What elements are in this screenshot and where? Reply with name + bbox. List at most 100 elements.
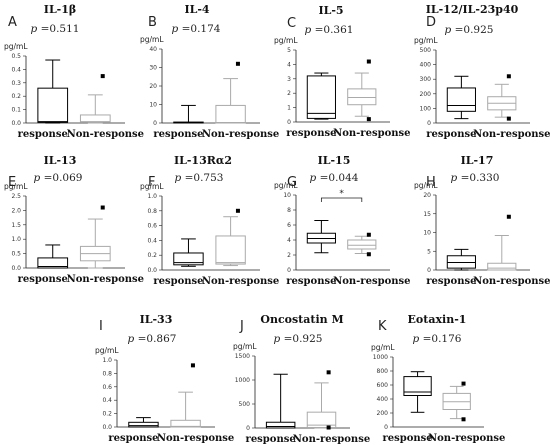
box-response [403,371,432,413]
y-tick-label: 500 [239,401,251,408]
y-tick-label: 0.5 [11,53,21,60]
y-tick-label: 1000 [235,377,250,384]
y-tick-label: 0.0 [102,424,112,431]
outlier-point [326,425,331,430]
y-tick-label: 0 [246,425,250,432]
outlier-point [506,74,511,79]
x-category-label: Non-response [202,276,279,287]
box-non-response [487,74,517,121]
panel-j: J Oncostatin M p =0.925 pg/mL 0 500 1000 1500 re… [233,313,370,445]
box-response [446,75,476,120]
box-response [173,238,204,267]
panel-letter: G [287,175,297,190]
box-non-response [347,232,377,257]
y-unit-label: pg/mL [274,36,298,45]
y-tick-label: 2.5 [11,193,21,200]
box-iqr [347,239,377,250]
panel-i: I IL-33 p =0.867 pg/mL 0.0 0.2 0.4 0.6 0.8 1.0 res… [95,313,234,444]
panel-k: K Eotaxin-1 p =0.176 pg/mL 0 200 400 600 800 1000… [371,313,505,444]
panel-letter: J [239,319,244,334]
box-non-response [347,59,377,122]
y-tick-label: 100 [420,105,432,112]
box-iqr [170,419,201,428]
x-category-label: response [246,434,296,445]
y-tick-label: 5 [287,47,291,54]
p-value: p =0.925 [445,24,494,36]
y-tick-label: 0.2 [147,252,157,259]
panel-letter: D [426,15,436,30]
y-unit-label: pg/mL [95,346,119,355]
y-tick-label: 1000 [373,354,388,361]
y-tick-label: 0.4 [11,66,21,73]
panel-b: B IL-4 p =0.174 pg/mL 0 10 20 30 40 responseNon-r… [140,3,279,140]
panel-letter: K [378,319,387,334]
y-tick-label: 0.0 [11,120,21,127]
box-non-response [215,61,246,124]
box-non-response [215,208,246,267]
y-unit-label: pg/mL [140,35,164,44]
x-category-label: Non-response [67,129,144,140]
x-category-label: response [286,276,336,287]
box-iqr [79,114,111,123]
y-tick-label: 200 [377,410,389,417]
panel-letter: B [148,15,157,30]
y-unit-label: pg/mL [4,182,28,191]
box-response [37,59,69,124]
y-tick-label: 0.4 [102,397,112,404]
x-category-label: response [108,433,158,444]
x-category-label: response [18,129,68,140]
x-category-label: response [286,128,336,139]
y-tick-label: 0.1 [11,107,21,114]
y-tick-label: 1.5 [11,222,21,229]
y-tick-label: 1500 [235,353,250,360]
p-value: p =0.925 [274,333,323,345]
p-value: p =0.511 [31,23,80,35]
panel-c: C IL-5 p =0.361 pg/mL 0 1 2 3 4 5 responseNon-resp… [274,4,411,139]
outlier-point [326,370,331,375]
p-value: p =0.330 [451,172,500,184]
y-tick-label: 1 [287,105,291,112]
x-category-label: Non-response [333,128,410,139]
x-category-label: Non-response [202,129,279,140]
panel-d: DIL-12/IL-23p40 p =0.925 pg/mL 0 100 200 300 40… [414,3,550,140]
y-tick-label: 0.0 [11,265,21,272]
box-iqr [306,411,337,429]
panel-title: IL-4 [184,3,209,16]
outlier-point [190,363,195,368]
outlier-point [506,116,511,121]
outlier-point [235,208,240,213]
x-category-label: response [426,129,476,140]
y-tick-label: 0.3 [11,80,21,87]
box-iqr [446,255,476,269]
y-tick-label: 0.6 [147,223,157,230]
p-value: p =0.176 [413,333,462,345]
y-tick-label: 2 [287,90,291,97]
panel-title: IL-15 [318,154,351,167]
x-category-label: Non-response [473,129,550,140]
box-non-response [79,205,111,269]
y-tick-label: 0 [287,119,291,126]
y-tick-label: 0.5 [11,251,21,258]
panel-letter: E [8,175,16,190]
panel-title: IL-17 [461,154,494,167]
y-tick-label: 0.8 [102,370,112,377]
box-iqr [446,87,476,112]
y-tick-label: 0.8 [147,208,157,215]
panel-title: IL-1β [44,3,76,16]
outlier-point [100,74,105,79]
box-non-response [306,370,337,430]
x-category-label: Non-response [67,274,144,285]
y-tick-label: 20 [423,192,431,199]
y-tick-label: 200 [420,91,432,98]
y-tick-label: 4 [287,237,291,244]
p-value: p =0.044 [310,172,359,184]
box-response [128,417,159,428]
y-tick-label: 20 [149,83,157,90]
x-category-label: response [153,129,203,140]
box-response [173,104,204,124]
x-category-label: response [426,276,476,287]
panel-title: Eotaxin-1 [408,313,467,326]
y-tick-label: 400 [377,396,389,403]
y-tick-label: 0 [427,120,431,127]
